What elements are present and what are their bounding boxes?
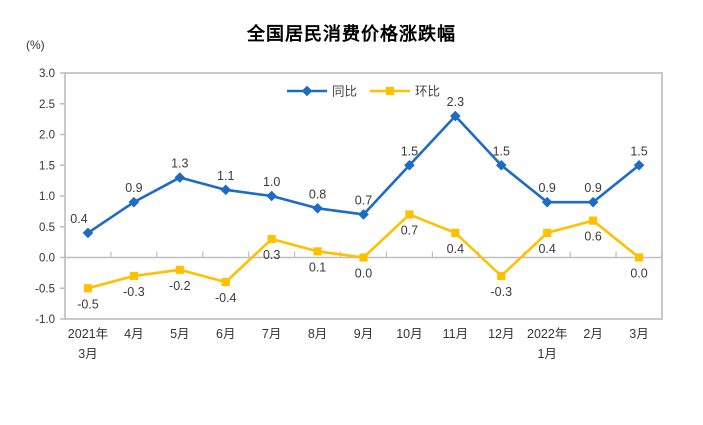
series-yoy-marker bbox=[404, 159, 415, 171]
series-mom-data-label: 0.6 bbox=[584, 230, 601, 244]
series-yoy-marker bbox=[633, 159, 645, 171]
legend-yoy-marker bbox=[301, 85, 313, 97]
series-mom-marker bbox=[175, 265, 184, 274]
series-mom-data-label: -0.2 bbox=[169, 279, 191, 293]
legend-item-mom: 环比 bbox=[370, 85, 440, 99]
series-mom-marker bbox=[267, 234, 276, 244]
series-yoy-marker bbox=[220, 184, 232, 196]
series-mom-marker bbox=[543, 228, 552, 238]
series-mom-data-label: 0.7 bbox=[401, 223, 418, 237]
series-yoy: 0.4 0.9 1.3 1.1 1.0 0.8 0.7 1.5 2.3 1.5 0.9 0.9 1.5 bbox=[70, 95, 648, 239]
series-mom-data-label: -0.4 bbox=[215, 291, 237, 305]
x-axis-labels: 2021年 3月 4月 5月 6月 7月 8月 9月 10月 11月 12月 2022年 1月 2月 3月 bbox=[68, 327, 649, 361]
series-mom-data-label: -0.5 bbox=[77, 297, 99, 311]
series-mom-data-label: 0.0 bbox=[355, 267, 372, 281]
series-yoy-marker bbox=[587, 196, 599, 208]
x-axis-label: 12月 bbox=[488, 327, 514, 341]
y-tick-label: 0.5 bbox=[39, 222, 55, 234]
series-yoy-marker bbox=[312, 202, 323, 214]
series-yoy-data-label: 1.5 bbox=[493, 144, 510, 158]
series-yoy-marker bbox=[450, 110, 461, 122]
y-tick-label: -1.0 bbox=[35, 314, 55, 326]
x-axis-label: 2021年 3月 bbox=[68, 327, 108, 361]
x-axis-label: 2022年 1月 bbox=[527, 327, 567, 361]
x-axis-label: 8月 bbox=[308, 327, 327, 341]
series-yoy-data-label: 1.1 bbox=[217, 169, 234, 183]
x-axis-label: 2月 bbox=[583, 327, 602, 341]
chart-title: 全国居民消费价格涨跌幅 bbox=[247, 24, 456, 44]
series-yoy-marker bbox=[495, 159, 507, 171]
y-axis-unit-label: (%) bbox=[26, 38, 45, 52]
series-mom-marker bbox=[221, 278, 230, 287]
legend-item-yoy: 同比 bbox=[287, 85, 357, 99]
y-tick-label: -0.5 bbox=[35, 283, 55, 295]
series-mom-marker bbox=[83, 284, 93, 293]
series-yoy-marker bbox=[128, 196, 140, 208]
series-yoy-marker bbox=[266, 190, 277, 202]
series-mom-marker bbox=[451, 228, 460, 238]
series-yoy-data-label: 0.9 bbox=[538, 181, 555, 195]
series-yoy-data-label: 0.8 bbox=[309, 187, 326, 201]
series-mom-data-label: 0.0 bbox=[630, 267, 647, 281]
series-yoy-data-label: 0.9 bbox=[584, 181, 601, 195]
y-tick-label: 1.5 bbox=[39, 160, 55, 172]
series-mom-data-label: 0.4 bbox=[538, 242, 555, 256]
series-mom-data-label: 0.4 bbox=[447, 242, 464, 256]
series-yoy-data-label: 1.5 bbox=[630, 144, 647, 158]
y-tick-label: 2.0 bbox=[39, 130, 55, 142]
legend-mom-marker bbox=[385, 86, 395, 96]
series-mom-marker bbox=[634, 253, 644, 262]
y-tick-label: 2.5 bbox=[39, 99, 55, 111]
series-mom-marker bbox=[497, 271, 506, 281]
x-axis-label: 9月 bbox=[354, 327, 373, 341]
series-mom-data-label: -0.3 bbox=[490, 285, 512, 299]
x-axis-label: 6月 bbox=[216, 327, 235, 341]
series-mom-marker bbox=[129, 271, 138, 281]
legend: 同比 环比 bbox=[287, 85, 440, 99]
x-axis-label: 4月 bbox=[124, 327, 143, 341]
x-axis-label: 10月 bbox=[396, 327, 422, 341]
series-yoy-data-label: 1.5 bbox=[401, 144, 418, 158]
series-yoy-data-label: 0.7 bbox=[355, 193, 372, 207]
series-yoy-data-label: 1.0 bbox=[263, 175, 280, 189]
x-axis-label: 11月 bbox=[443, 327, 468, 341]
x-axis-label: 5月 bbox=[170, 327, 189, 341]
series-yoy-data-label: 0.9 bbox=[125, 181, 142, 195]
y-axis: 3.0 2.5 2.0 1.5 1.0 0.5 0.0 -0.5 -1.0 bbox=[35, 68, 65, 326]
series-mom-data-label: 0.3 bbox=[263, 248, 280, 262]
series-mom-marker bbox=[313, 247, 322, 256]
legend-mom-label: 环比 bbox=[415, 85, 440, 99]
y-tick-label: 0.0 bbox=[39, 253, 55, 265]
series-yoy-data-label: 1.3 bbox=[171, 157, 188, 171]
series-mom-data-label: -0.3 bbox=[123, 285, 145, 299]
series-mom-marker bbox=[405, 210, 414, 219]
series-mom-marker bbox=[589, 216, 598, 225]
series-yoy-marker bbox=[174, 172, 186, 183]
x-axis-label: 7月 bbox=[262, 327, 281, 341]
series-mom-marker bbox=[359, 253, 368, 262]
series-yoy-data-label: 2.3 bbox=[447, 95, 464, 109]
series-yoy-marker bbox=[541, 196, 553, 208]
series-yoy-marker bbox=[82, 227, 94, 239]
series-yoy-data-label: 0.4 bbox=[70, 212, 87, 226]
series-mom: -0.5 -0.3 -0.2 -0.4 0.3 0.1 0.0 0.7 0.4 -0.3 0.4 0.… bbox=[77, 210, 648, 311]
series-mom-data-label: 0.1 bbox=[309, 260, 326, 274]
legend-yoy-label: 同比 bbox=[332, 85, 357, 99]
series-yoy-marker bbox=[358, 209, 369, 220]
y-tick-label: 1.0 bbox=[39, 191, 55, 203]
x-axis-label: 3月 bbox=[629, 327, 648, 341]
y-tick-label: 3.0 bbox=[39, 68, 55, 80]
